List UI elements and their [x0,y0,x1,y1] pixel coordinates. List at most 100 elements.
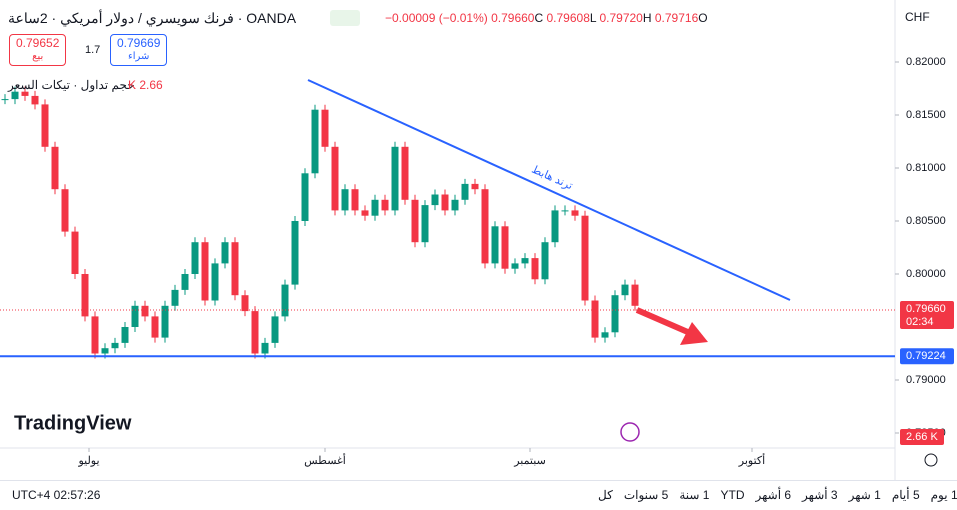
candle-body [371,199,379,216]
range-button[interactable]: YTD [720,488,745,502]
candle-body [511,263,519,269]
candle-body [601,332,609,338]
sell-button[interactable]: 0.79652 بيع [9,34,67,66]
candle-body [181,274,189,290]
settings-icon[interactable] [924,453,938,467]
candle-body [211,263,219,301]
x-tick-label: سبتمبر [513,455,546,467]
candle-body [131,305,139,328]
arrow-head [680,322,708,345]
candle-body [201,242,209,301]
y-tick-label: 0.79000 [906,374,946,386]
buy-button[interactable]: 0.79669 شراء [110,34,168,66]
candle-body [541,242,549,280]
candle-body [491,226,499,264]
candle-body [11,91,19,100]
x-tick-label: يوليو [77,455,99,467]
candle-body [551,210,559,243]
candle-body [141,305,149,317]
candle-body [151,316,159,338]
candle-body [471,183,479,190]
last-price-label: 0.79660 [906,303,946,315]
candle-body [21,91,29,96]
candle-body [171,289,179,306]
trend-label: ترند هابط [530,164,575,193]
range-button[interactable]: كل [598,488,613,502]
candle-body [531,258,539,280]
sell-label: بيع [32,51,44,62]
range-button[interactable]: 6 أشهر [755,488,792,502]
candle-body [391,146,399,211]
candle-body [611,295,619,333]
candle-body [451,199,459,211]
high: 0.79720 [599,11,643,25]
candle-body [591,300,599,338]
x-tick-label: أكتوبر [738,453,765,467]
spread: 1.7 [85,44,101,56]
close: 0.79660 [491,11,535,25]
close-label: C [534,11,544,25]
candle-body [41,104,49,147]
arrow [635,307,692,336]
open: 0.79716 [654,11,699,25]
volume-tag-label: 2.66 K [906,431,938,443]
trend-line[interactable] [307,79,791,301]
events-icon[interactable] [620,422,640,442]
candle-body [291,221,299,285]
candle-body [311,109,319,174]
candle-body [501,226,509,269]
y-tick-label: 0.81500 [906,109,946,121]
candle-body [341,189,349,211]
range-button[interactable]: 3 أشهر [802,488,838,502]
y-tick-label: 0.81000 [906,162,946,174]
candle-body [321,109,329,147]
sell-price: 0.79652 [16,36,60,50]
range-buttons: كل 5 سنوات 1 سنة YTD 6 أشهر 3 أشهر 1 شهر 5 أيام… [598,488,957,502]
candle-body [51,146,59,190]
candle-body [351,189,359,211]
y-tick-label: 0.82000 [906,56,946,68]
open-label: O [698,11,708,25]
candle-body [231,242,239,296]
x-tick-label: أغسطس [304,453,346,467]
low-label: L [589,11,597,25]
candle-body [271,316,279,343]
candle-body [431,194,439,206]
candle-body [31,95,39,105]
candle-body [71,231,79,275]
brand: TradingView [14,412,132,434]
change: −0.00009 (−0.01%) [385,11,488,25]
candle-body [481,189,489,264]
candle-body [301,173,309,222]
buy-price: 0.79669 [117,36,161,50]
volume-tag [900,429,944,445]
candle-body [331,146,339,211]
candle-body [121,327,129,343]
candle-body [241,295,249,312]
candle-body [521,258,529,264]
ohlc: −0.00009 (−0.01%) 0.79660C 0.79608L 0.79… [385,11,708,25]
chart: ترند هابط TradingView 0.82000 0.81500 0.81… [0,0,954,480]
range-button[interactable]: 5 سنوات [623,488,669,502]
candle-body [441,194,449,211]
candle-body [581,215,589,301]
y-tick-label: 0.80500 [906,215,946,227]
candle-body [631,284,639,306]
range-button[interactable]: 5 أيام [891,488,920,502]
currency[interactable]: CHF [905,10,930,24]
candle-body [161,305,169,338]
candle-body [571,210,579,216]
candle-body [381,199,389,211]
range-button[interactable]: 1 شهر [848,488,881,502]
candle-body [101,348,109,354]
range-button[interactable]: 1 يوم [930,488,957,502]
range-button[interactable]: 1 سنة [679,488,710,502]
symbol[interactable]: فرنك سويسري / دولار أمريكي · 2ساعة · OAN… [8,10,297,26]
candle-body [281,284,289,317]
candle-body [61,189,69,232]
candle-body [361,210,369,216]
candle-body [261,342,269,354]
candle-body [81,274,89,317]
support-tag [900,348,954,365]
